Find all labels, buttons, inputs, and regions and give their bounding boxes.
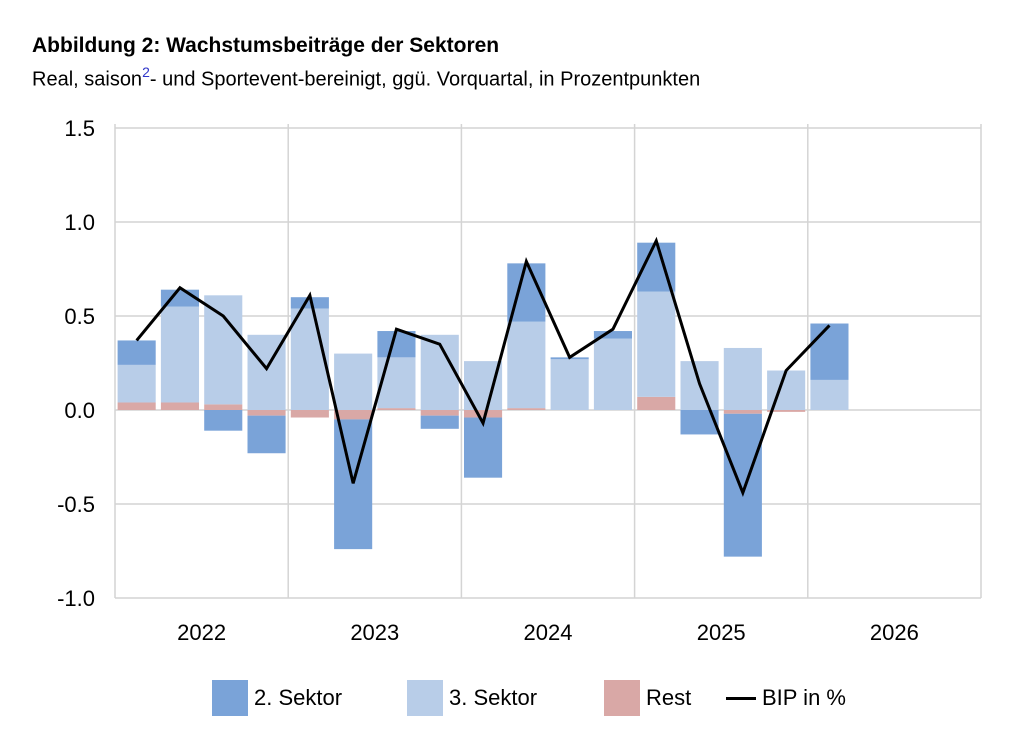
- bar-rest: [723, 410, 762, 414]
- bar-rest: [377, 408, 416, 410]
- bar-rest: [420, 410, 459, 416]
- bar-2-sektor: [723, 413, 762, 557]
- x-tick-label: 2025: [697, 620, 746, 645]
- y-axis-ticks: 1.5 1.0 0.5 0.0 -0.5 -1.0: [57, 116, 95, 611]
- bar-3-sektor: [290, 308, 329, 410]
- y-tick-label: 1.5: [64, 116, 95, 141]
- chart-subtitle: Real, saison2- und Sportevent-bereinigt,…: [32, 64, 701, 92]
- bar-3-sektor: [637, 291, 676, 397]
- y-tick-label: -0.5: [57, 492, 95, 517]
- legend-swatch-3-sektor: [407, 680, 443, 716]
- bar-rest: [160, 402, 200, 410]
- legend-label-bip: BIP in %: [762, 685, 846, 710]
- bip-line: [135, 236, 831, 497]
- bar-2-sektor: [117, 340, 156, 365]
- bar-rest: [463, 410, 503, 418]
- x-tick-label: 2023: [350, 620, 399, 645]
- y-tick-label: -1.0: [57, 586, 95, 611]
- bar-2-sektor: [290, 297, 329, 309]
- subtitle-text-rest: - und Sportevent-bereinigt, ggü. Vorquar…: [149, 68, 701, 91]
- bar-2-sektor: [463, 417, 503, 478]
- bar-3-sektor: [334, 353, 373, 410]
- bar-rest: [637, 396, 676, 410]
- bar-3-sektor: [204, 295, 243, 405]
- legend-item-rest: Rest: [604, 676, 691, 720]
- legend-item-3-sektor: 3. Sektor: [407, 676, 537, 720]
- bar-rest: [507, 408, 546, 410]
- bar-rest: [204, 404, 243, 410]
- bar-2-sektor: [377, 331, 416, 358]
- bar-3-sektor: [810, 379, 849, 410]
- bar-rest: [247, 410, 286, 416]
- bar-rest: [290, 410, 329, 418]
- x-axis-ticks: 2022 2023 2024 2025 2026: [177, 620, 919, 645]
- y-tick-label: 0.0: [64, 398, 95, 423]
- legend-label-rest: Rest: [646, 685, 692, 710]
- bars: [117, 242, 849, 557]
- bar-rest: [334, 410, 373, 420]
- legend-item-bip: BIP in %: [726, 676, 846, 720]
- bar-3-sektor: [723, 347, 762, 410]
- y-tick-label: 1.0: [64, 210, 95, 235]
- chart-title: Abbildung 2: Wachstumsbeiträge der Sekto…: [32, 34, 500, 57]
- legend-item-2-sektor: 2. Sektor: [212, 676, 342, 720]
- bar-3-sektor: [160, 306, 200, 403]
- bar-rest: [117, 402, 156, 410]
- bar-2-sektor: [420, 415, 459, 429]
- subtitle-text: Real, saison: [32, 68, 143, 91]
- legend-label-2-sektor: 2. Sektor: [254, 685, 343, 710]
- grid-lines: [114, 124, 982, 599]
- bar-2-sektor: [204, 410, 243, 431]
- bar-3-sektor: [377, 357, 416, 409]
- x-tick-label: 2024: [524, 620, 573, 645]
- bar-3-sektor: [420, 334, 459, 410]
- bar-3-sektor: [593, 338, 633, 410]
- bar-rest: [767, 410, 806, 412]
- bar-2-sektor: [810, 323, 849, 380]
- legend-swatch-bip: [726, 696, 756, 700]
- y-tick-label: 0.5: [64, 304, 95, 329]
- bar-3-sektor: [117, 364, 156, 403]
- legend-swatch-rest: [604, 680, 640, 716]
- bar-2-sektor: [247, 415, 286, 454]
- legend: 2. Sektor 3. Sektor Rest BIP in %: [0, 676, 1024, 720]
- x-tick-label: 2022: [177, 620, 226, 645]
- bar-2-sektor: [593, 331, 633, 339]
- bip-line-path: [135, 236, 831, 497]
- footnote-link[interactable]: 2: [142, 64, 150, 80]
- chart-plot: 1.51.00.50.0-0.5-1.0 2022 2023 2024 2025 202…: [57, 116, 982, 645]
- legend-swatch-2-sektor: [212, 680, 248, 716]
- bar-3-sektor: [550, 359, 589, 410]
- legend-label-3-sektor: 3. Sektor: [449, 685, 538, 710]
- x-tick-label: 2026: [870, 620, 919, 645]
- bar-3-sektor: [507, 321, 546, 409]
